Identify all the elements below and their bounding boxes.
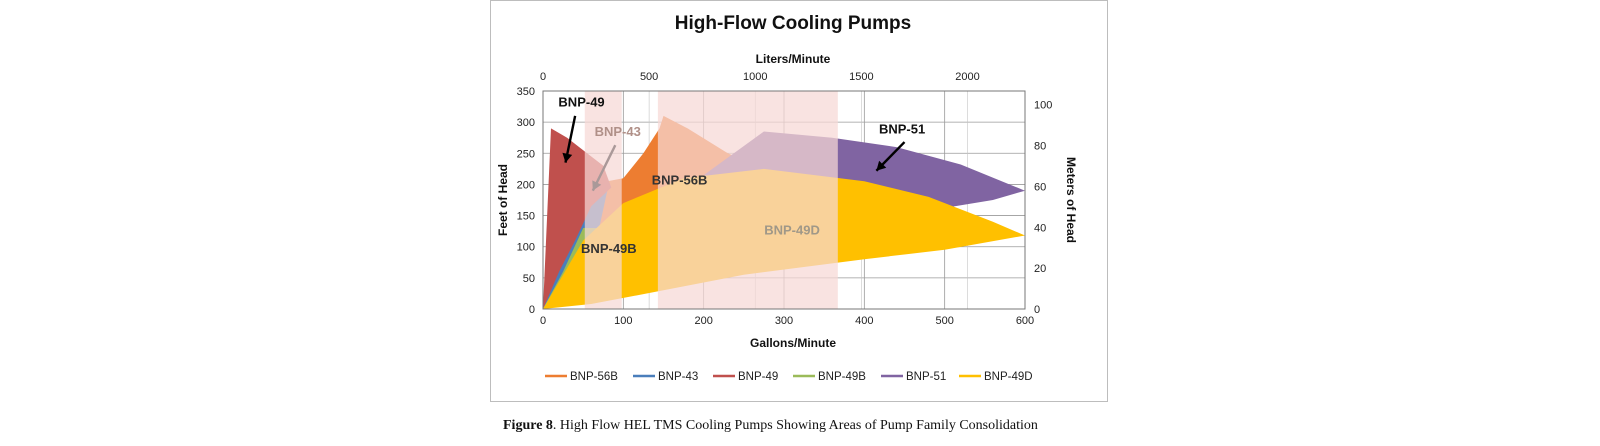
legend-label: BNP-49D — [984, 371, 1033, 383]
y-tick-label: 0 — [529, 304, 535, 316]
y2-tick-label: 40 — [1034, 222, 1046, 234]
legend-label: BNP-49 — [738, 371, 778, 383]
x2-tick-label: 500 — [640, 71, 658, 83]
consolidation-band — [657, 91, 838, 309]
annotation-label: BNP-43 — [595, 124, 641, 139]
annotation-label: BNP-49D — [764, 222, 820, 237]
plot-frame — [542, 90, 1026, 310]
consolidation-band — [584, 91, 622, 309]
x-tick-label: 100 — [614, 315, 632, 327]
annotation-label: BNP-56B — [652, 172, 708, 187]
y-tick-label: 300 — [517, 117, 535, 129]
x-axis-title: Gallons/Minute — [750, 336, 836, 350]
figure-caption: Figure 8. High Flow HEL TMS Cooling Pump… — [503, 418, 1103, 434]
y2-tick-label: 60 — [1034, 181, 1046, 193]
x2-tick-label: 1000 — [743, 71, 767, 83]
x2-tick-label: 0 — [540, 71, 546, 83]
y-tick-label: 50 — [523, 273, 535, 285]
series-areas — [543, 91, 1025, 309]
tick-labels: 0 100 200 300 400 500 600050100150200250300350… — [517, 71, 1053, 327]
y-tick-label: 250 — [517, 148, 535, 160]
y-tick-label: 350 — [517, 86, 535, 98]
x-tick-label: 500 — [935, 315, 953, 327]
x-tick-label: 600 — [1016, 315, 1034, 327]
x-tick-label: 200 — [694, 315, 712, 327]
legend: BNP-56B BNP-43 BNP-49 BNP-49B BNP-51 BNP-49D — [545, 371, 1033, 383]
x2-tick-label: 2000 — [955, 71, 979, 83]
chart-frame: High-Flow Cooling Pumps 0 100 200 300 400 500… — [490, 0, 1108, 402]
caption-label: Figure 8 — [503, 418, 553, 433]
x-tick-label: 300 — [775, 315, 793, 327]
x2-tick-label: 1500 — [849, 71, 873, 83]
y-tick-label: 150 — [517, 211, 535, 223]
legend-label: BNP-51 — [906, 371, 946, 383]
arrow-head — [592, 180, 602, 191]
annotation-label: BNP-51 — [879, 121, 925, 136]
legend-label: BNP-49B — [818, 371, 866, 383]
plot-border — [542, 90, 1026, 310]
x2-axis-title: Liters/Minute — [756, 52, 831, 66]
y2-axis-title: Meters of Head — [1064, 157, 1078, 243]
caption-text: . High Flow HEL TMS Cooling Pumps Showin… — [552, 418, 1038, 433]
y-axis-title: Feet of Head — [496, 164, 510, 236]
y2-tick-label: 0 — [1034, 304, 1040, 316]
legend-label: BNP-56B — [570, 371, 618, 383]
legend-label: BNP-43 — [658, 371, 698, 383]
annotation-label: BNP-49 — [558, 95, 604, 110]
chart-svg: High-Flow Cooling Pumps 0 100 200 300 400 500… — [496, 13, 1078, 383]
y-tick-label: 100 — [517, 242, 535, 254]
annotations: BNP-49 BNP-43 BNP-56B BNP-49D BNP-49B BNP-51 — [558, 95, 925, 256]
y2-tick-label: 100 — [1034, 100, 1052, 112]
arrow-head — [562, 152, 573, 163]
y-tick-label: 200 — [517, 179, 535, 191]
x-tick-label: 400 — [855, 315, 873, 327]
y2-tick-label: 20 — [1034, 263, 1046, 275]
arrow-head — [876, 160, 887, 171]
annotation-label: BNP-49B — [581, 241, 637, 256]
x-tick-label: 0 — [540, 315, 546, 327]
y2-tick-label: 80 — [1034, 141, 1046, 153]
chart-title: High-Flow Cooling Pumps — [675, 13, 911, 34]
